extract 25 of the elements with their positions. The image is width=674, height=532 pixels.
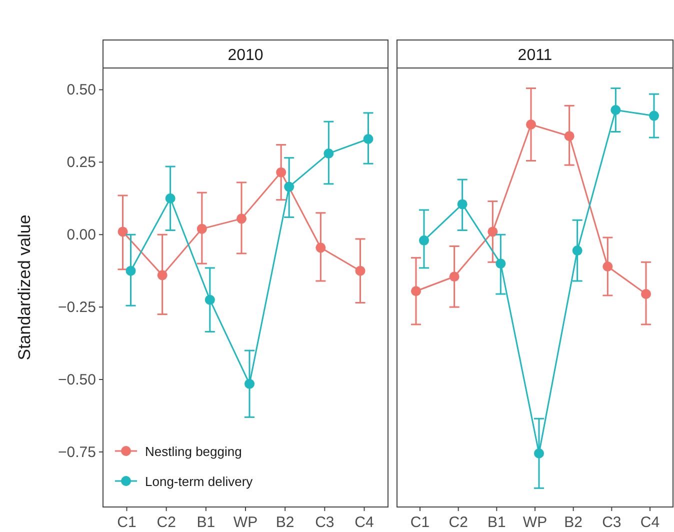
x-tick-label: C3: [602, 514, 622, 531]
x-tick-label: C2: [156, 514, 176, 531]
x-tick-label: C4: [354, 514, 374, 531]
x-tick-label: C1: [410, 514, 430, 531]
y-tick-label: 0.00: [66, 226, 96, 244]
y-tick-label: 0.50: [66, 82, 96, 99]
y-tick-label: −0.75: [58, 444, 96, 461]
legend-label: Long-term delivery: [145, 474, 254, 489]
x-tick-label: B2: [276, 514, 294, 531]
legend-label: Nestling begging: [145, 444, 242, 459]
x-tick-label: B2: [564, 514, 583, 531]
x-tick-label: WP: [233, 514, 258, 531]
chart-title: 2011: [518, 47, 552, 64]
x-tick-label: C1: [117, 514, 136, 531]
x-tick-label: B1: [196, 514, 216, 531]
y-axis-title: Standardized value: [15, 214, 34, 360]
x-tick-label: WP: [522, 514, 548, 531]
chart-title: 2010: [228, 47, 264, 64]
x-tick-label: C2: [448, 514, 468, 531]
x-tick-label: C3: [315, 514, 334, 531]
y-tick-label: 0.25: [66, 154, 96, 172]
y-tick-label: −0.50: [58, 372, 96, 388]
x-tick-label: C4: [640, 514, 660, 531]
y-tick-label: −0.25: [58, 299, 96, 316]
x-tick-label: B1: [487, 514, 506, 531]
